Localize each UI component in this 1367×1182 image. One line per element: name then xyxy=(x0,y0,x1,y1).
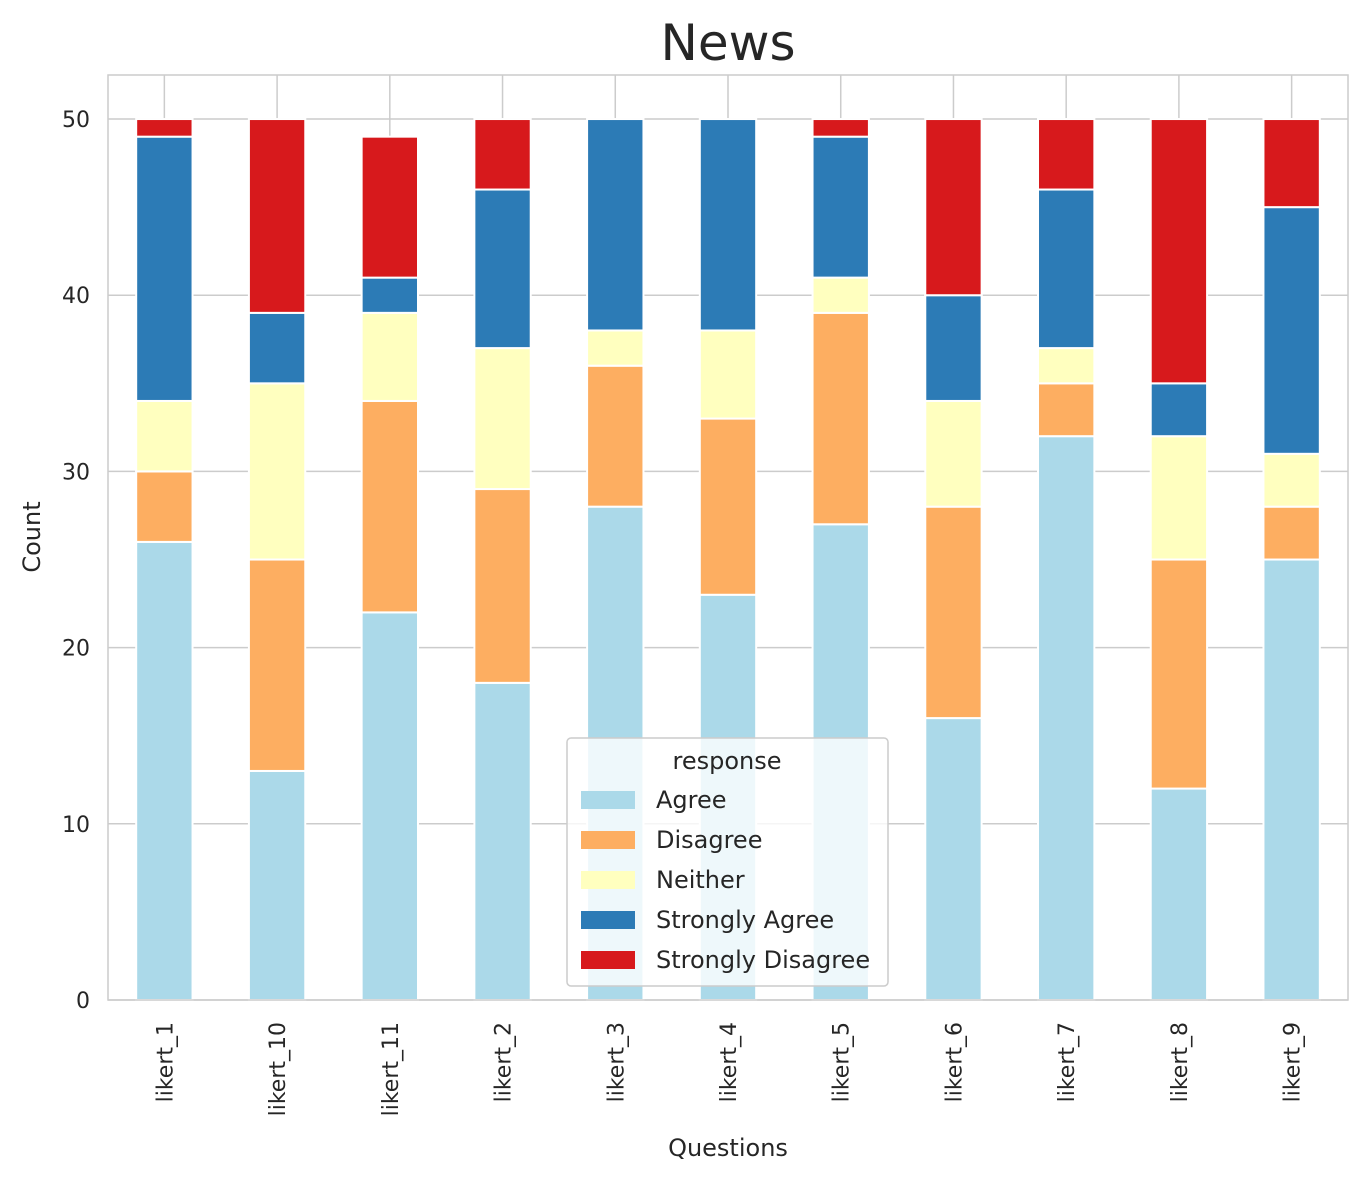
x-tick-label: likert_3 xyxy=(604,1022,629,1102)
y-tick-label: 0 xyxy=(76,989,90,1014)
legend-label-strongly-agree: Strongly Agree xyxy=(656,906,834,934)
bar-neither-likert_11 xyxy=(360,311,419,402)
bar-strongly-agree-likert_8 xyxy=(1149,382,1209,438)
bar-strongly-disagree-likert_7 xyxy=(1037,118,1096,191)
legend-label-strongly-disagree: Strongly Disagree xyxy=(656,946,870,974)
y-tick-label: 20 xyxy=(62,637,90,662)
bar-strongly-agree-likert_3 xyxy=(586,118,645,332)
bar-disagree-likert_3 xyxy=(586,364,645,508)
bar-agree-likert_11 xyxy=(360,611,419,1002)
bar-strongly-agree-likert_6 xyxy=(924,294,983,402)
bar-disagree-likert_5 xyxy=(811,311,870,526)
bar-neither-likert_1 xyxy=(135,399,194,473)
bar-neither-likert_2 xyxy=(473,347,532,491)
bar-strongly-agree-likert_11 xyxy=(360,276,419,314)
legend-swatch-disagree xyxy=(581,831,635,849)
y-tick-label: 50 xyxy=(62,108,90,133)
x-tick-label: likert_6 xyxy=(942,1022,967,1102)
x-tick-label: likert_8 xyxy=(1168,1022,1193,1102)
bar-disagree-likert_8 xyxy=(1149,558,1209,790)
bar-strongly-disagree-likert_10 xyxy=(247,118,307,314)
bar-agree-likert_6 xyxy=(924,717,983,1001)
bar-neither-likert_3 xyxy=(586,329,645,367)
chart-title: News xyxy=(660,14,795,72)
x-tick-label: likert_1 xyxy=(153,1022,178,1102)
bar-neither-likert_9 xyxy=(1262,452,1321,508)
bar-disagree-likert_2 xyxy=(473,488,532,684)
bar-strongly-disagree-likert_1 xyxy=(135,118,194,138)
legend-swatch-strongly-agree xyxy=(581,911,635,929)
bar-neither-likert_5 xyxy=(811,276,870,314)
legend-label-disagree: Disagree xyxy=(656,826,762,854)
bar-neither-likert_7 xyxy=(1037,347,1096,385)
y-tick-label: 40 xyxy=(62,284,90,309)
legend-box xyxy=(566,737,889,987)
bar-agree-likert_10 xyxy=(247,769,307,1002)
bar-disagree-likert_10 xyxy=(247,558,307,772)
x-tick-label: likert_4 xyxy=(717,1022,742,1102)
bar-disagree-likert_7 xyxy=(1037,382,1096,438)
bar-neither-likert_4 xyxy=(698,329,758,420)
legend-swatch-neither xyxy=(581,871,635,889)
bar-strongly-agree-likert_2 xyxy=(473,188,532,350)
x-axis: likert_1 likert_10 likert_11 likert_2 likert… xyxy=(153,1022,1305,1116)
bar-strongly-disagree-likert_2 xyxy=(473,118,532,191)
y-tick-label: 10 xyxy=(62,813,90,838)
x-tick-label: likert_9 xyxy=(1281,1022,1306,1102)
legend-label-neither: Neither xyxy=(656,866,745,894)
bar-strongly-agree-likert_7 xyxy=(1037,188,1096,350)
legend: response Agree Disagree Neither Strongly Ag… xyxy=(566,737,889,987)
x-tick-label: likert_2 xyxy=(492,1022,517,1102)
y-axis-label: Count xyxy=(18,501,46,572)
bar-strongly-disagree-likert_8 xyxy=(1149,118,1209,385)
bar-agree-likert_8 xyxy=(1149,787,1209,1001)
bar-strongly-agree-likert_4 xyxy=(698,118,758,332)
bar-strongly-disagree-likert_6 xyxy=(924,118,983,297)
x-tick-label: likert_7 xyxy=(1055,1022,1080,1102)
bar-agree-likert_1 xyxy=(135,540,194,1002)
bar-strongly-disagree-likert_11 xyxy=(360,135,419,279)
bar-agree-likert_2 xyxy=(473,681,532,1001)
bar-disagree-likert_11 xyxy=(360,399,419,614)
plot-frame xyxy=(107,74,1349,1001)
x-tick-label: likert_10 xyxy=(266,1022,291,1116)
legend-swatch-strongly-disagree xyxy=(581,951,635,969)
bar-disagree-likert_4 xyxy=(698,417,758,596)
bar-strongly-disagree-likert_9 xyxy=(1262,118,1321,209)
bar-neither-likert_8 xyxy=(1149,435,1209,561)
bar-disagree-likert_6 xyxy=(924,505,983,720)
bar-strongly-disagree-likert_5 xyxy=(811,118,870,138)
legend-title: response xyxy=(672,747,781,775)
bar-strongly-agree-likert_5 xyxy=(811,135,870,279)
legend-swatch-agree xyxy=(581,791,635,809)
bar-disagree-likert_1 xyxy=(135,470,194,543)
x-tick-label: likert_11 xyxy=(379,1022,404,1116)
y-tick-label: 30 xyxy=(62,460,90,485)
bar-disagree-likert_9 xyxy=(1262,505,1321,561)
bar-neither-likert_6 xyxy=(924,399,983,508)
bar-agree-likert_9 xyxy=(1262,558,1321,1001)
y-axis: 0 10 20 30 40 50 xyxy=(62,108,90,1014)
x-tick-label: likert_5 xyxy=(830,1022,855,1102)
bar-neither-likert_10 xyxy=(247,382,307,561)
bar-strongly-agree-likert_10 xyxy=(247,311,307,385)
bar-strongly-agree-likert_9 xyxy=(1262,206,1321,455)
bar-agree-likert_7 xyxy=(1037,435,1096,1001)
legend-label-agree: Agree xyxy=(656,786,727,814)
bar-strongly-agree-likert_1 xyxy=(135,135,194,402)
x-axis-label: Questions xyxy=(668,1134,788,1162)
legend-items: Agree Disagree Neither Strongly Agree Strong… xyxy=(581,786,870,974)
